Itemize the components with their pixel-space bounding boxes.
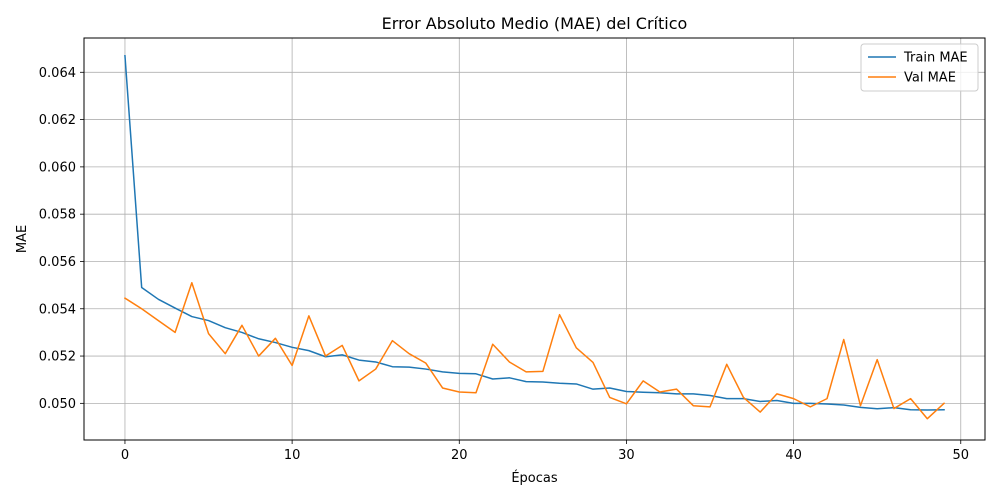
y-tick-label: 0.058 [39, 208, 76, 223]
y-tick-label: 0.050 [39, 397, 76, 412]
legend: Train MAE Val MAE [860, 43, 979, 92]
y-tick-label: 0.054 [39, 302, 76, 317]
x-tick-label: 50 [952, 448, 969, 463]
y-tick-label: 0.064 [39, 66, 76, 81]
grid [84, 38, 985, 440]
legend-label-val: Val MAE [904, 71, 956, 86]
x-tick-label: 10 [284, 448, 301, 463]
legend-label-train: Train MAE [903, 51, 968, 66]
legend-box [860, 43, 979, 92]
x-tick-label: 40 [785, 448, 802, 463]
chart-title: Error Absoluto Medio (MAE) del Crítico [382, 14, 688, 33]
y-axis-label: MAE [15, 225, 30, 253]
series-line-train-mae [124, 54, 945, 411]
series-line-val-mae [123, 282, 946, 420]
y-tick-label: 0.052 [39, 350, 76, 365]
x-tick-label: 0 [121, 448, 129, 463]
x-tick-label: 20 [451, 448, 468, 463]
y-axis: 0.050 0.052 0.054 0.056 0.058 0.060 0.062 0.064 [39, 66, 84, 412]
x-axis-label: Épocas [511, 470, 558, 486]
y-tick-label: 0.060 [39, 160, 76, 175]
y-tick-label: 0.056 [39, 255, 76, 270]
x-tick-label: 30 [618, 448, 635, 463]
plot-frame [83, 37, 986, 441]
y-tick-label: 0.062 [39, 113, 76, 128]
plot-lines [123, 54, 946, 420]
x-axis: 0 10 20 30 40 50 [121, 440, 969, 463]
